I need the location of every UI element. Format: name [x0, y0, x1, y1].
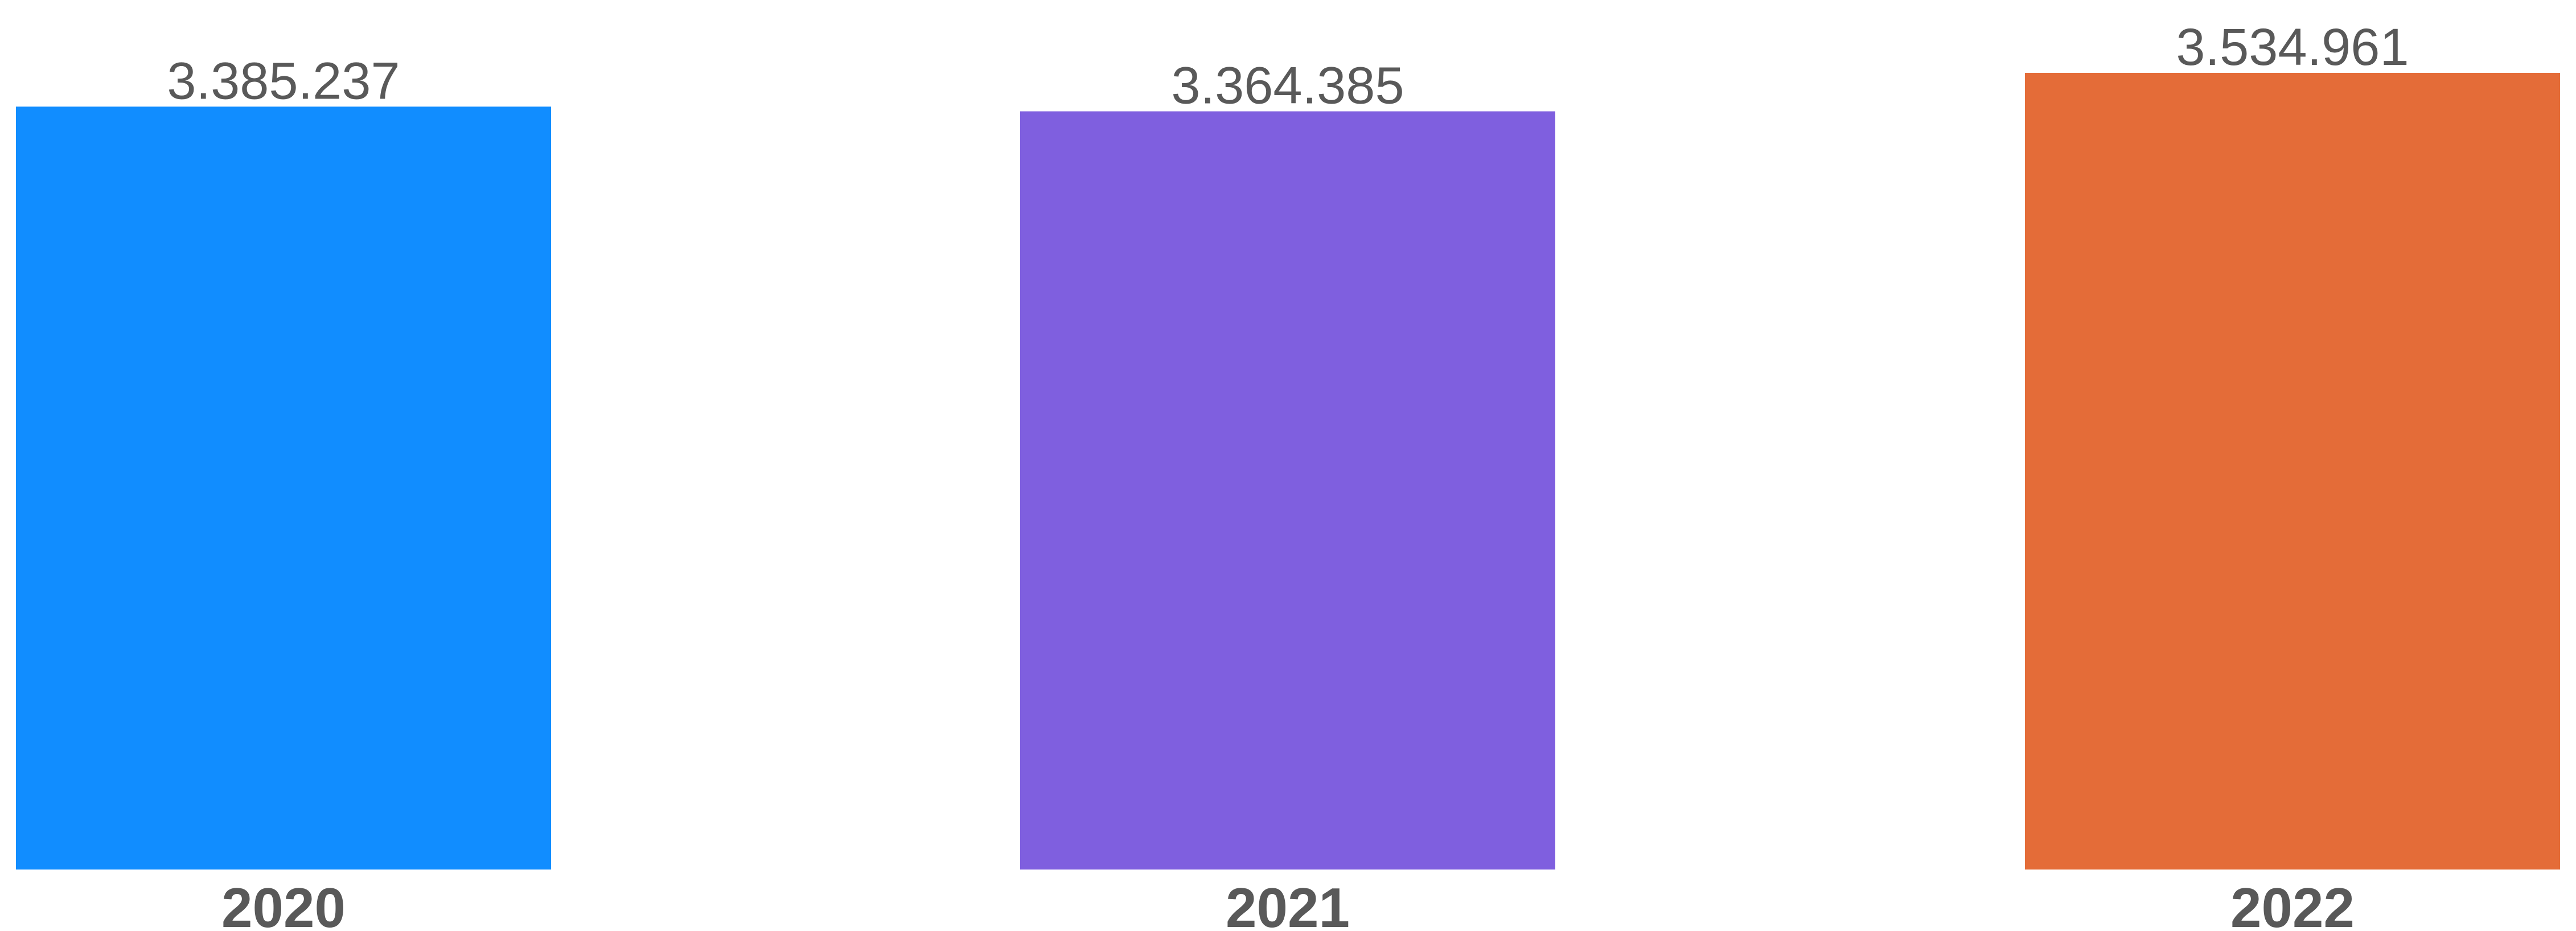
value-label-2020: 3.385.237 — [167, 52, 400, 110]
bars-group — [16, 73, 2560, 870]
value-label-2022: 3.534.961 — [2176, 18, 2409, 76]
category-labels-group: 2020 2021 2022 — [221, 876, 2355, 931]
bar-2021 — [1020, 111, 1555, 870]
value-labels-group: 3.385.237 3.364.385 3.534.961 — [167, 18, 2409, 115]
category-label-2021: 2021 — [1226, 876, 1350, 931]
bar-2020 — [16, 106, 551, 870]
category-label-2020: 2020 — [221, 876, 346, 931]
value-label-2021: 3.364.385 — [1171, 57, 1404, 115]
category-label-2022: 2022 — [2230, 876, 2355, 931]
bar-2022 — [2025, 73, 2560, 870]
